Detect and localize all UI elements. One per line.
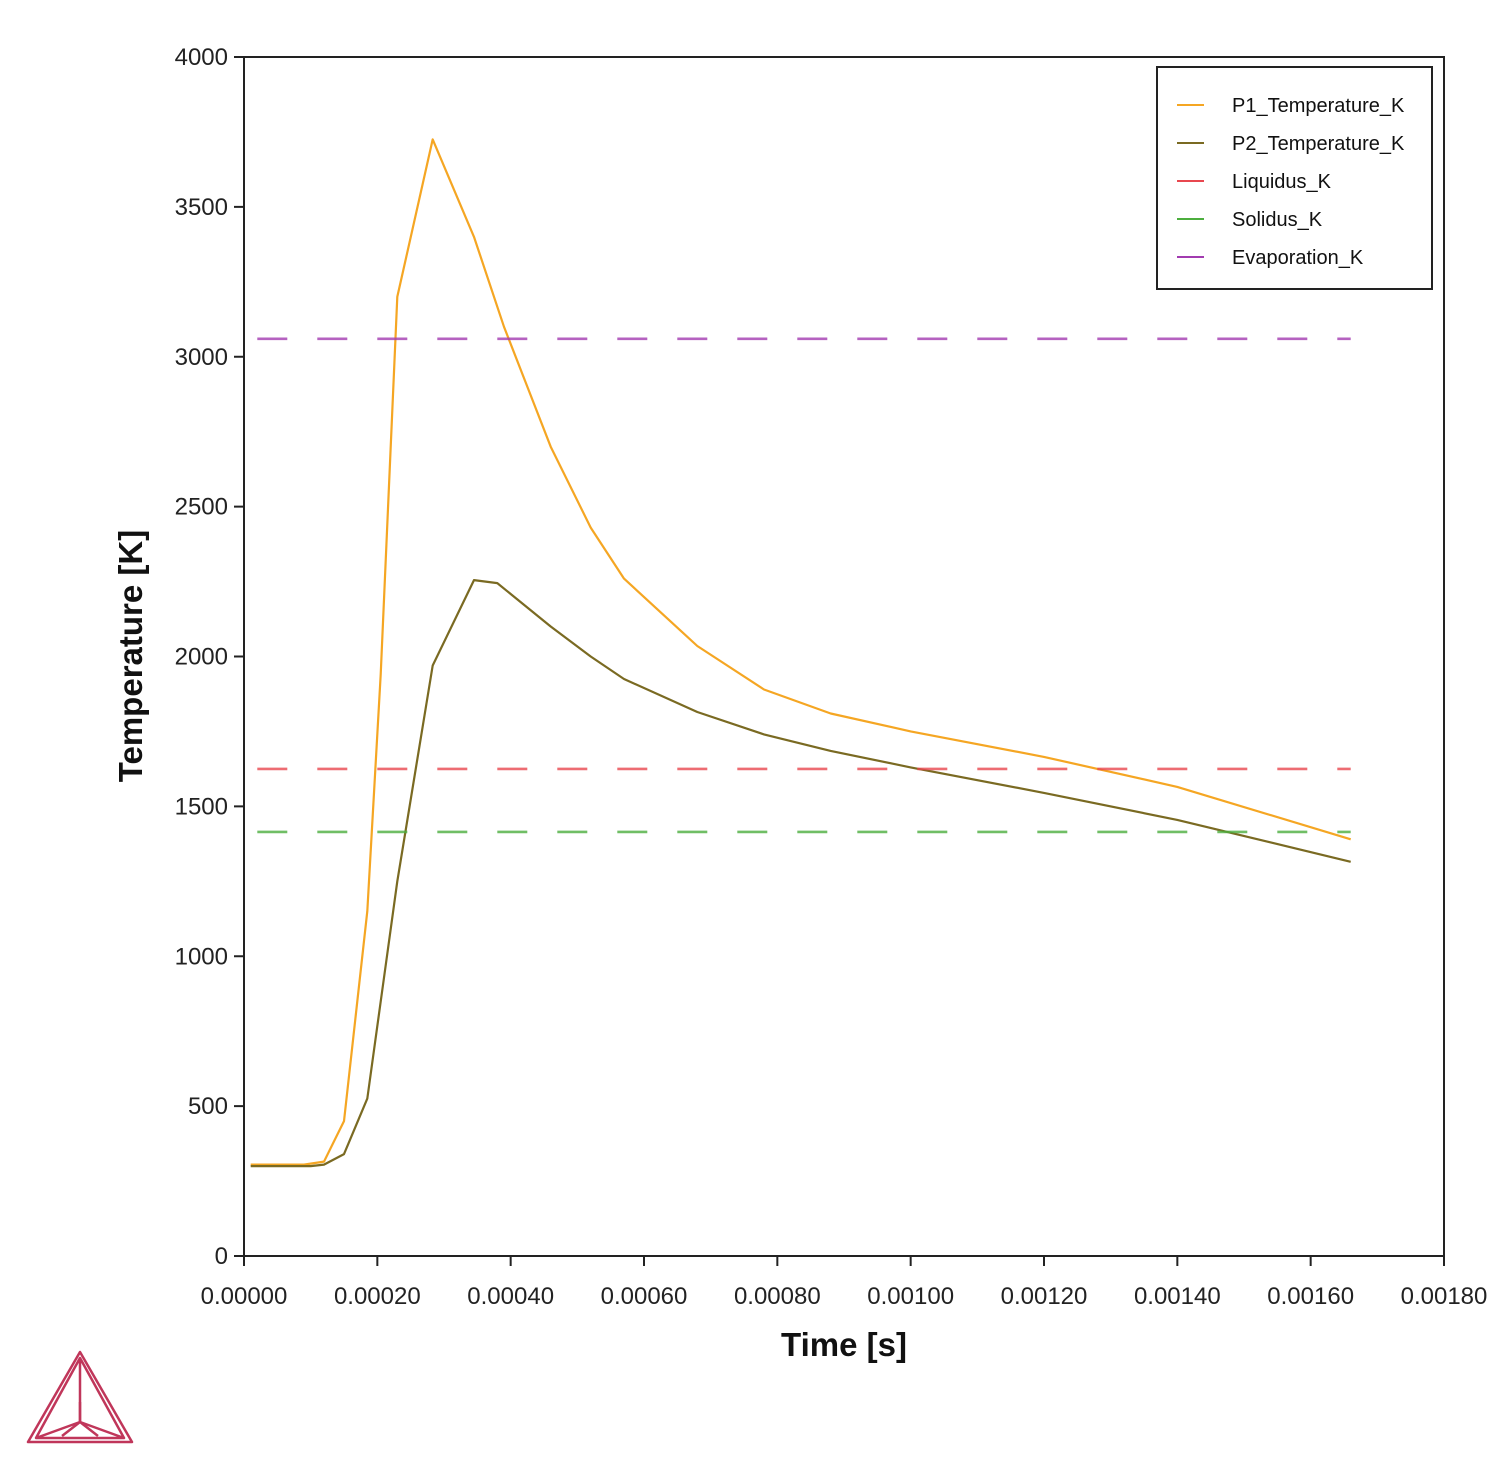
x-tick-label: 0.00160: [1267, 1283, 1354, 1310]
axes-layer: 0.00000 0.00020 0.00040 0.00060 0.00080 0.001…: [175, 44, 1488, 1310]
x-axis-title: Time [s]: [781, 1326, 907, 1363]
series-line-p2-temperature-k: [250, 578, 1351, 1168]
logo-outer-triangle: [26, 1350, 134, 1444]
y-tick-label: 3000: [175, 344, 228, 371]
legend-label: Evaporation_K: [1232, 247, 1364, 269]
y-tick-label: 1000: [175, 943, 228, 970]
y-axis-title: Temperature [K]: [112, 530, 149, 782]
x-tick-label: 0.00020: [334, 1283, 421, 1310]
legend-label: P2_Temperature_K: [1232, 133, 1405, 155]
x-tick-label: 0.00120: [1001, 1283, 1088, 1310]
x-tick-label: 0.00100: [867, 1283, 954, 1310]
legend-label: Solidus_K: [1232, 209, 1323, 231]
x-tick-label: 0.00040: [467, 1283, 554, 1310]
x-tick-label: 0.00000: [201, 1283, 288, 1310]
series-line-p1-temperature-k: [250, 138, 1352, 1166]
y-tick-label: 0: [215, 1243, 228, 1270]
x-tick-label: 0.00080: [734, 1283, 821, 1310]
y-tick-label: 4000: [175, 44, 228, 71]
y-tick-label: 500: [188, 1093, 228, 1120]
legend-label: Liquidus_K: [1232, 171, 1332, 193]
legend: P1_Temperature_K P2_Temperature_K Liquidus…: [1156, 66, 1433, 290]
logo-center-lines: [61, 1402, 99, 1437]
series-layer: [250, 138, 1352, 1168]
legend-label: P1_Temperature_K: [1232, 95, 1405, 117]
y-tick-label: 2000: [175, 644, 228, 671]
logo-inner-triangle: [34, 1356, 126, 1440]
y-tick-label: 2500: [175, 494, 228, 521]
x-tick-label: 0.00180: [1401, 1283, 1488, 1310]
y-tick-label: 3500: [175, 194, 228, 221]
thermo-calc-logo: [26, 1350, 134, 1444]
x-tick-label: 0.00140: [1134, 1283, 1221, 1310]
x-tick-label: 0.00060: [601, 1283, 688, 1310]
y-tick-label: 1500: [175, 793, 228, 820]
